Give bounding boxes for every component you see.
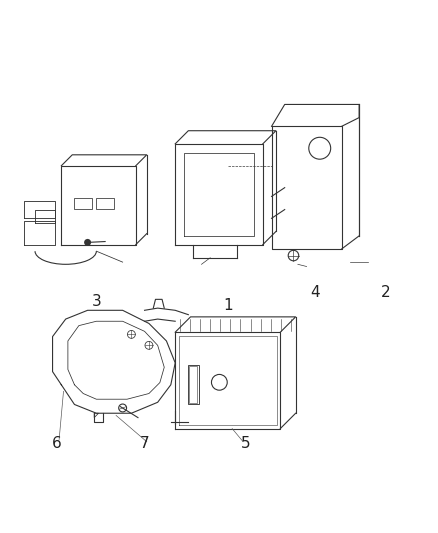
Text: 1: 1 [223,298,233,313]
Text: 6: 6 [52,437,62,451]
Text: 2: 2 [381,285,390,300]
Text: 7: 7 [140,437,149,451]
Circle shape [84,239,91,246]
Text: 3: 3 [92,294,101,309]
Bar [74,198,92,209]
Bar [96,198,114,209]
Text: 4: 4 [311,285,320,300]
Bar [188,365,199,405]
Bar [189,366,198,403]
Text: 5: 5 [240,437,250,451]
